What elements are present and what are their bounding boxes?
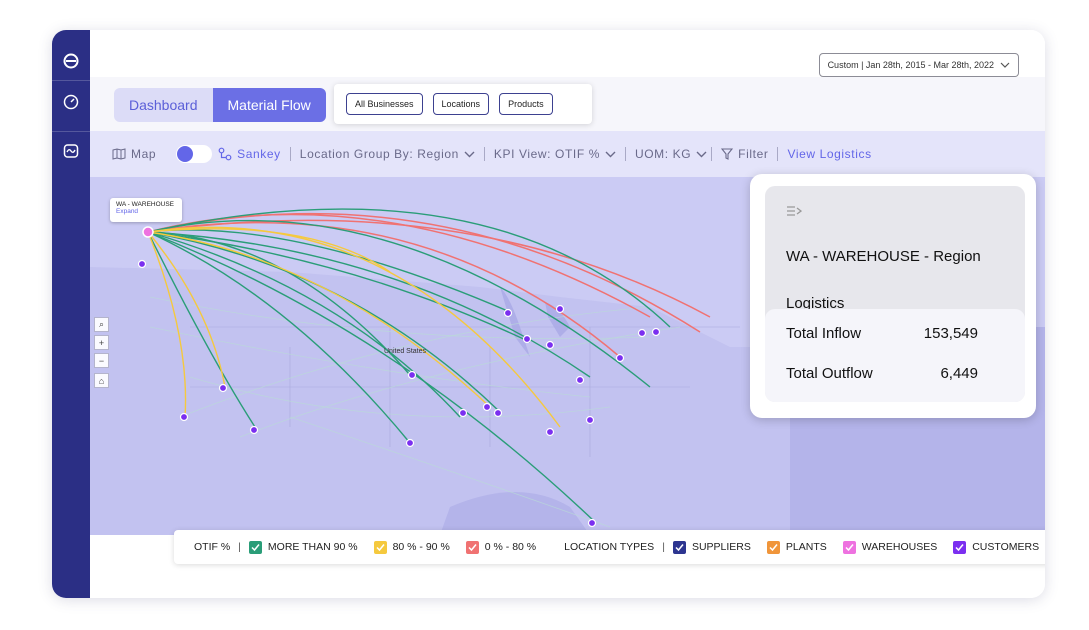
check-icon [672,540,686,554]
map-label: Map [131,147,157,161]
panel-metrics [765,309,1025,402]
chevron-down-icon [1000,62,1010,68]
map-toolbar: Map Sankey Location Group By: Region KPI… [90,131,1045,177]
sankey-view-button[interactable]: Sankey [218,147,281,161]
panel-title: WA - WAREHOUSE - Region [786,248,981,265]
view-toggle[interactable] [176,145,213,163]
sankey-icon [218,147,232,161]
check-icon [373,540,387,554]
uom-dropdown[interactable]: UOM: KG [635,147,707,161]
filter-button[interactable]: Filter [721,147,768,161]
map-legend: OTIF % | MORE THAN 90 % 80 % - 90 % 0 % … [174,530,1045,564]
total-inflow-value: 153,549 [923,325,978,342]
chip-all-businesses[interactable]: All Businesses [346,93,423,115]
location-tooltip: WA - WAREHOUSE Expand [110,198,182,222]
tooltip-expand-link[interactable]: Expand [116,208,139,215]
map-view-button[interactable]: Map [112,147,156,161]
legend-label: MORE THAN 90 % [267,541,358,553]
zoom-out-icon[interactable]: − [94,353,109,368]
legend-item-suppliers[interactable]: SUPPLIERS [672,540,751,554]
map-icon [112,148,126,160]
toggle-knob [177,146,194,162]
map-search-icon[interactable]: ⌕ [94,317,109,332]
total-outflow-label: Total Outflow [786,365,873,382]
check-icon [766,540,780,554]
view-tabs: Dashboard Material Flow [114,88,326,122]
sankey-label: Sankey [237,147,281,161]
filter-chips: All Businesses Locations Products [334,84,592,124]
collapse-panel-icon[interactable] [786,204,803,222]
total-outflow-value: 6,449 [940,365,978,382]
tab-material-flow[interactable]: Material Flow [212,88,326,122]
check-icon [953,540,967,554]
location-group-label: Location Group By: Region [299,147,459,161]
date-range-label: Custom | Jan 28th, 2015 - Mar 28th, 2022 [827,60,994,70]
legend-label: CUSTOMERS [972,541,1040,553]
region-detail-card: WA - WAREHOUSE - Region Logistics Total … [765,186,1025,402]
sidebar [52,30,90,598]
check-icon [465,540,479,554]
filter-icon [721,148,734,160]
kpi-view-label: KPI View: OTIF % [493,147,600,161]
gauge-icon[interactable] [62,93,80,111]
total-inflow-label: Total Inflow [786,325,862,342]
chevron-down-icon [696,151,707,157]
panel-subtitle: Logistics [786,295,845,312]
chip-locations[interactable]: Locations [432,93,490,115]
zoom-in-icon[interactable]: + [94,335,109,350]
chevron-down-icon [464,151,475,157]
filter-label: Filter [738,147,769,161]
legend-label: WAREHOUSES [861,541,938,553]
legend-label: SUPPLIERS [691,541,751,553]
region-detail-panel: WA - WAREHOUSE - Region Logistics Total … [750,174,1036,418]
tab-dashboard[interactable]: Dashboard [114,88,213,122]
location-group-dropdown[interactable]: Location Group By: Region [300,147,475,161]
legend-item-warehouses[interactable]: WAREHOUSES [842,540,938,554]
legend-item-plants[interactable]: PLANTS [766,540,827,554]
logo-icon[interactable] [62,52,80,70]
chip-products[interactable]: Products [499,93,553,115]
uom-label: UOM: KG [634,147,692,161]
location-types-label: LOCATION TYPES [564,541,655,553]
legend-label: 0 % - 80 % [484,541,537,553]
total-outflow-row: Total Outflow 6,449 [786,365,978,382]
total-inflow-row: Total Inflow 153,549 [786,325,978,342]
legend-item-80-90[interactable]: 80 % - 90 % [373,540,450,554]
legend-item-customers[interactable]: CUSTOMERS [953,540,1040,554]
chevron-down-icon [605,151,616,157]
view-logistics-link[interactable]: View Logistics [787,147,872,161]
legend-label: 80 % - 90 % [392,541,450,553]
tooltip-title: WA - WAREHOUSE [116,201,175,208]
date-range-picker[interactable]: Custom | Jan 28th, 2015 - Mar 28th, 2022 [818,53,1019,77]
legend-label: PLANTS [785,541,827,553]
flow-icon[interactable] [62,142,80,160]
otif-legend-label: OTIF % [194,541,231,553]
country-label: United States [384,348,427,355]
legend-item-0-80[interactable]: 0 % - 80 % [465,540,537,554]
home-icon[interactable]: ⌂ [94,373,109,388]
legend-item-more-than-90[interactable]: MORE THAN 90 % [248,540,358,554]
kpi-view-dropdown[interactable]: KPI View: OTIF % [494,147,616,161]
check-icon [248,540,262,554]
check-icon [842,540,856,554]
